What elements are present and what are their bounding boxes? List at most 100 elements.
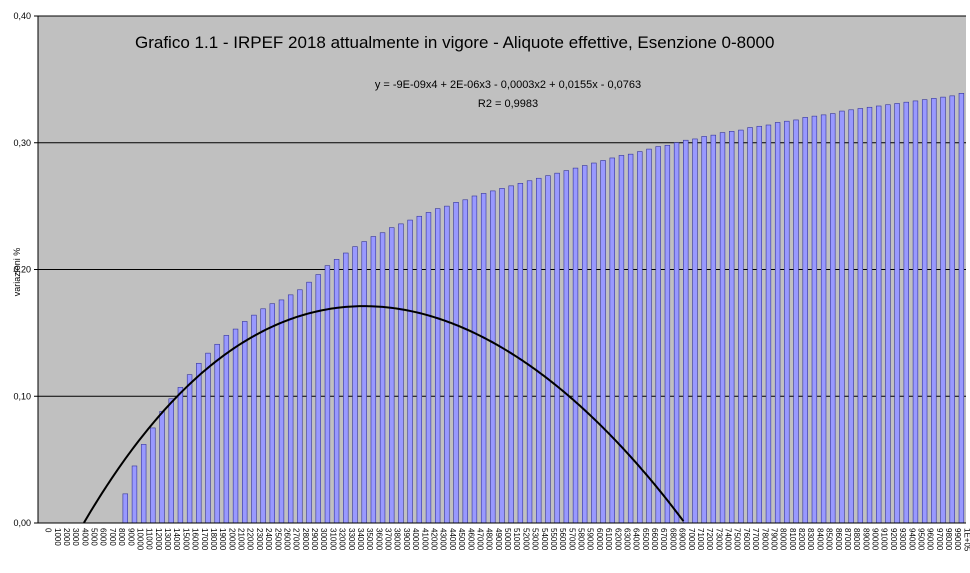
x-tick-label: 81000 <box>788 528 797 551</box>
x-tick-label: 56000 <box>558 528 567 551</box>
bar <box>609 157 615 524</box>
x-tick-label: 63000 <box>622 528 631 551</box>
x-tick-label: 49000 <box>494 528 503 551</box>
x-tick-label: 19000 <box>218 528 227 551</box>
bar <box>324 265 331 524</box>
bar <box>159 411 165 524</box>
x-tick-label: 10000 <box>135 528 144 551</box>
x-tick-label: 77000 <box>751 528 760 551</box>
x-tick-label: 14000 <box>172 528 181 551</box>
bar <box>958 93 965 524</box>
bar <box>517 183 524 524</box>
x-tick-label: 7000 <box>108 528 117 546</box>
bar <box>600 160 606 524</box>
x-tick-label: 44000 <box>448 528 457 551</box>
bar <box>839 110 845 524</box>
x-tick-label: 94000 <box>907 528 916 551</box>
x-tick-label: 2000 <box>62 528 71 546</box>
x-tick-label: 98000 <box>944 528 953 551</box>
x-tick-label: 54000 <box>540 528 549 551</box>
r-squared: R2 = 0,9983 <box>478 98 538 110</box>
y-tick-label: 0,20 <box>13 265 31 275</box>
bar <box>471 195 478 524</box>
x-tick-label: 4000 <box>80 528 89 546</box>
bar <box>434 208 441 524</box>
bar <box>490 190 496 524</box>
trendline <box>83 305 685 524</box>
x-tick-label: 47000 <box>475 528 484 551</box>
bar <box>554 172 560 524</box>
x-tick-label: 82000 <box>797 528 806 551</box>
bar <box>214 343 220 524</box>
x-tick-label: 30000 <box>319 528 328 551</box>
bar <box>921 99 928 524</box>
x-tick-label: 8000 <box>117 528 126 546</box>
bar <box>581 165 588 524</box>
x-tick-label: 99000 <box>953 528 962 551</box>
bar <box>260 308 266 524</box>
bar <box>774 122 781 524</box>
bar <box>747 127 753 524</box>
x-tick-label: 22000 <box>246 528 255 551</box>
x-tick-label: 84000 <box>815 528 824 551</box>
x-tick-label: 73000 <box>714 528 723 551</box>
x-tick-label: 88000 <box>852 528 861 551</box>
x-tick-label: 96000 <box>926 528 935 551</box>
x-tick-label: 53000 <box>531 528 540 551</box>
x-tick-label: 12000 <box>154 528 163 551</box>
x-tick-label: 3000 <box>71 528 80 546</box>
bar <box>903 101 909 524</box>
x-tick-label: 36000 <box>374 528 383 551</box>
bar <box>876 105 882 524</box>
bar <box>848 109 854 524</box>
bar <box>131 465 138 524</box>
bar <box>242 321 248 524</box>
x-tick-label: 35000 <box>365 528 374 551</box>
bar <box>278 299 285 524</box>
bar <box>756 125 762 524</box>
bar <box>186 374 193 524</box>
bar <box>627 153 634 524</box>
x-tick-label: 91000 <box>880 528 889 551</box>
bar <box>251 314 257 524</box>
x-tick-label: 9000 <box>126 528 135 546</box>
x-tick-label: 72000 <box>705 528 714 551</box>
x-tick-label: 48000 <box>485 528 494 551</box>
x-tick-label: 78000 <box>760 528 769 551</box>
x-tick-label: 13000 <box>163 528 172 551</box>
x-tick-label: 42000 <box>430 528 439 551</box>
x-tick-label: 18000 <box>209 528 218 551</box>
x-tick-label: 68000 <box>668 528 677 551</box>
y-tick-label: 0,10 <box>13 391 31 401</box>
bar <box>719 132 726 524</box>
y-tick-label: 0,30 <box>13 138 31 148</box>
x-tick-label: 92000 <box>889 528 898 551</box>
bar <box>683 139 689 524</box>
x-tick-label: 33000 <box>347 528 356 551</box>
bar <box>673 142 680 524</box>
x-tick-label: 60000 <box>595 528 604 551</box>
x-tick-label: 43000 <box>439 528 448 551</box>
x-tick-label: 34000 <box>356 528 365 551</box>
x-tick-label: 24000 <box>264 528 273 551</box>
x-tick-label: 76000 <box>742 528 751 551</box>
bar <box>830 113 836 524</box>
x-tick-label: 32000 <box>338 528 347 551</box>
bar <box>701 136 707 524</box>
bar <box>177 387 184 524</box>
bar <box>269 303 275 524</box>
bar <box>692 138 698 524</box>
x-tick-label: 93000 <box>898 528 907 551</box>
x-tick-label: 51000 <box>512 528 521 551</box>
x-tick-label: 37000 <box>384 528 393 551</box>
bar <box>287 294 294 524</box>
trend-equation: y = -9E-09x4 + 2E-06x3 - 0,0003x2 + 0,01… <box>375 79 641 91</box>
bar <box>168 398 174 524</box>
x-tick-label: 29000 <box>310 528 319 551</box>
bar <box>802 117 808 524</box>
bar <box>912 100 919 524</box>
bar <box>526 180 533 524</box>
x-tick-label: 39000 <box>402 528 411 551</box>
bar <box>793 119 799 524</box>
